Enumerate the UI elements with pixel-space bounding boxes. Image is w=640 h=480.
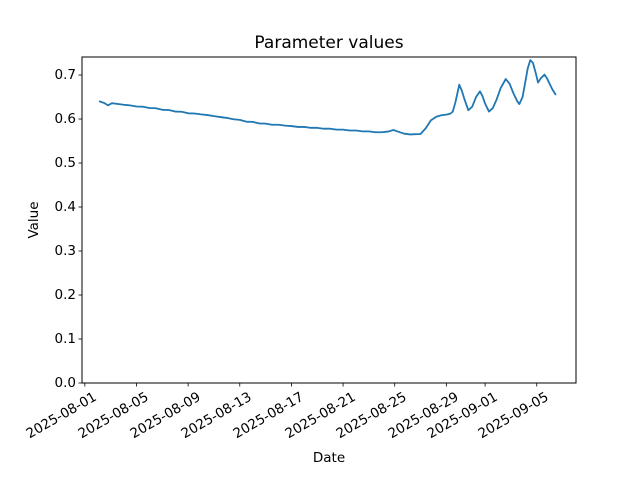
data-series-line [98, 59, 557, 136]
y-tick-label: 0.2 [54, 287, 76, 303]
axes-spines [81, 56, 577, 384]
chart-title: Parameter values [254, 33, 404, 53]
y-tick-label: 0.4 [54, 199, 76, 216]
y-tick-label: 0.1 [54, 331, 76, 347]
y-tick-label: 0.0 [54, 375, 76, 391]
y-tick-label: 0.3 [54, 243, 76, 260]
y-tick-label: 0.5 [54, 155, 76, 172]
x-axis-label: Date [312, 450, 346, 466]
y-tick-label: 0.6 [54, 111, 76, 128]
y-tick-label: 0.7 [54, 67, 76, 84]
